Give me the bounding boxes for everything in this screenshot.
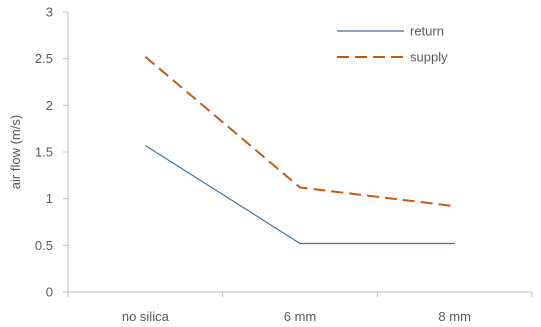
x-tick-label: no silica [122,309,170,324]
x-tick-label: 6 mm [284,309,317,324]
legend-label-return: return [410,24,444,39]
y-tick-label: 0 [46,285,53,300]
y-tick-label: 1 [46,191,53,206]
legend-label-supply: supply [410,50,448,65]
y-tick-label: 1.5 [35,145,53,160]
y-tick-label: 2.5 [35,51,53,66]
y-tick-label: 2 [46,98,53,113]
y-tick-label: 0.5 [35,238,53,253]
series-line-return [145,144,455,245]
y-tick-label: 3 [46,5,53,20]
series-line-supply [144,56,455,208]
y-axis-ticks: 0 0.5 1 1.5 2 2.5 3 [35,5,68,300]
legend: return supply [337,24,448,65]
series-layer [144,56,455,245]
x-tick-label: 8 mm [438,309,471,324]
x-axis-ticks: no silica 6 mm 8 mm [67,292,533,324]
y-axis-title: air flow (m/s) [8,115,23,189]
